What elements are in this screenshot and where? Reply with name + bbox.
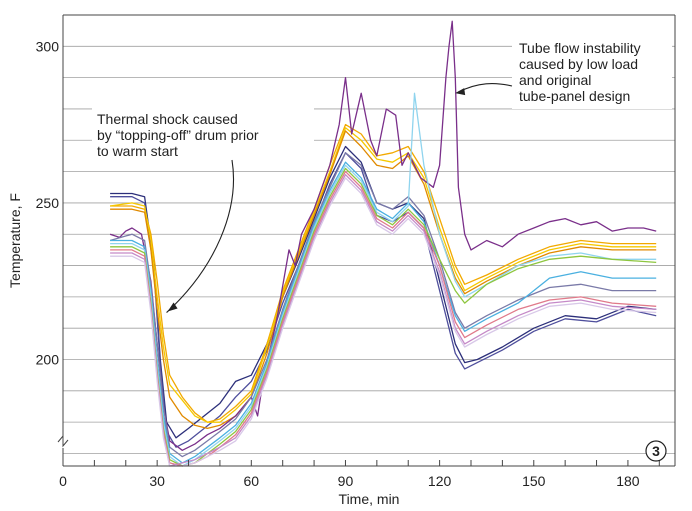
annotation-1-line: by “topping-off” drum prior	[97, 127, 259, 143]
series-line-1	[110, 145, 657, 439]
series-line-2	[110, 152, 657, 448]
series-lines	[109, 20, 657, 467]
figure-number-text: 3	[652, 443, 660, 459]
annotation-1-line: Thermal shock caused	[97, 111, 238, 127]
figure-number-circle	[645, 440, 667, 462]
annotation-2-line: Tube flow instability	[519, 40, 641, 56]
x-axis-ticks: 0 30 60 90 120 150 180	[59, 460, 660, 489]
annotation-2-background	[512, 37, 672, 109]
plot-frame	[57, 14, 676, 467]
x-axis-label: Time, min	[339, 491, 400, 507]
annotation-2-line: caused by low load	[519, 56, 638, 72]
annotation-2-arrowhead	[455, 88, 466, 96]
annotation-1-arrow	[166, 159, 234, 313]
x-tick-label: 90	[338, 473, 354, 489]
series-line-9	[110, 92, 657, 467]
series-line-6	[109, 20, 657, 451]
x-tick-label: 0	[59, 473, 67, 489]
x-tick-label: 60	[244, 473, 260, 489]
annotation-2-arrow	[457, 82, 513, 93]
figure-number-badge: 3	[645, 440, 667, 462]
series-line-7	[109, 152, 657, 458]
y-tick-label: 300	[36, 38, 60, 54]
axis-break-mark	[57, 434, 69, 448]
y-axis-ticks: 200 250 300	[36, 38, 60, 367]
annotation-2-line: and original	[519, 72, 591, 88]
annotation-1-background	[92, 108, 314, 164]
x-tick-label: 180	[616, 473, 640, 489]
y-axis-label: Temperature, F	[7, 193, 23, 288]
y-tick-label: 250	[36, 195, 60, 211]
series-line-13	[110, 177, 657, 467]
y-tick-label: 200	[36, 352, 60, 368]
x-tick-label: 120	[428, 473, 452, 489]
series-line-4	[110, 127, 657, 423]
x-tick-label: 150	[522, 473, 546, 489]
annotation-1-line: to warm start	[97, 143, 178, 159]
series-line-5	[110, 130, 657, 430]
annotation-1-arrowhead	[167, 302, 178, 312]
annotation-2-line: tube-panel design	[519, 88, 630, 104]
series-line-8	[110, 161, 657, 464]
x-tick-label: 30	[149, 473, 165, 489]
